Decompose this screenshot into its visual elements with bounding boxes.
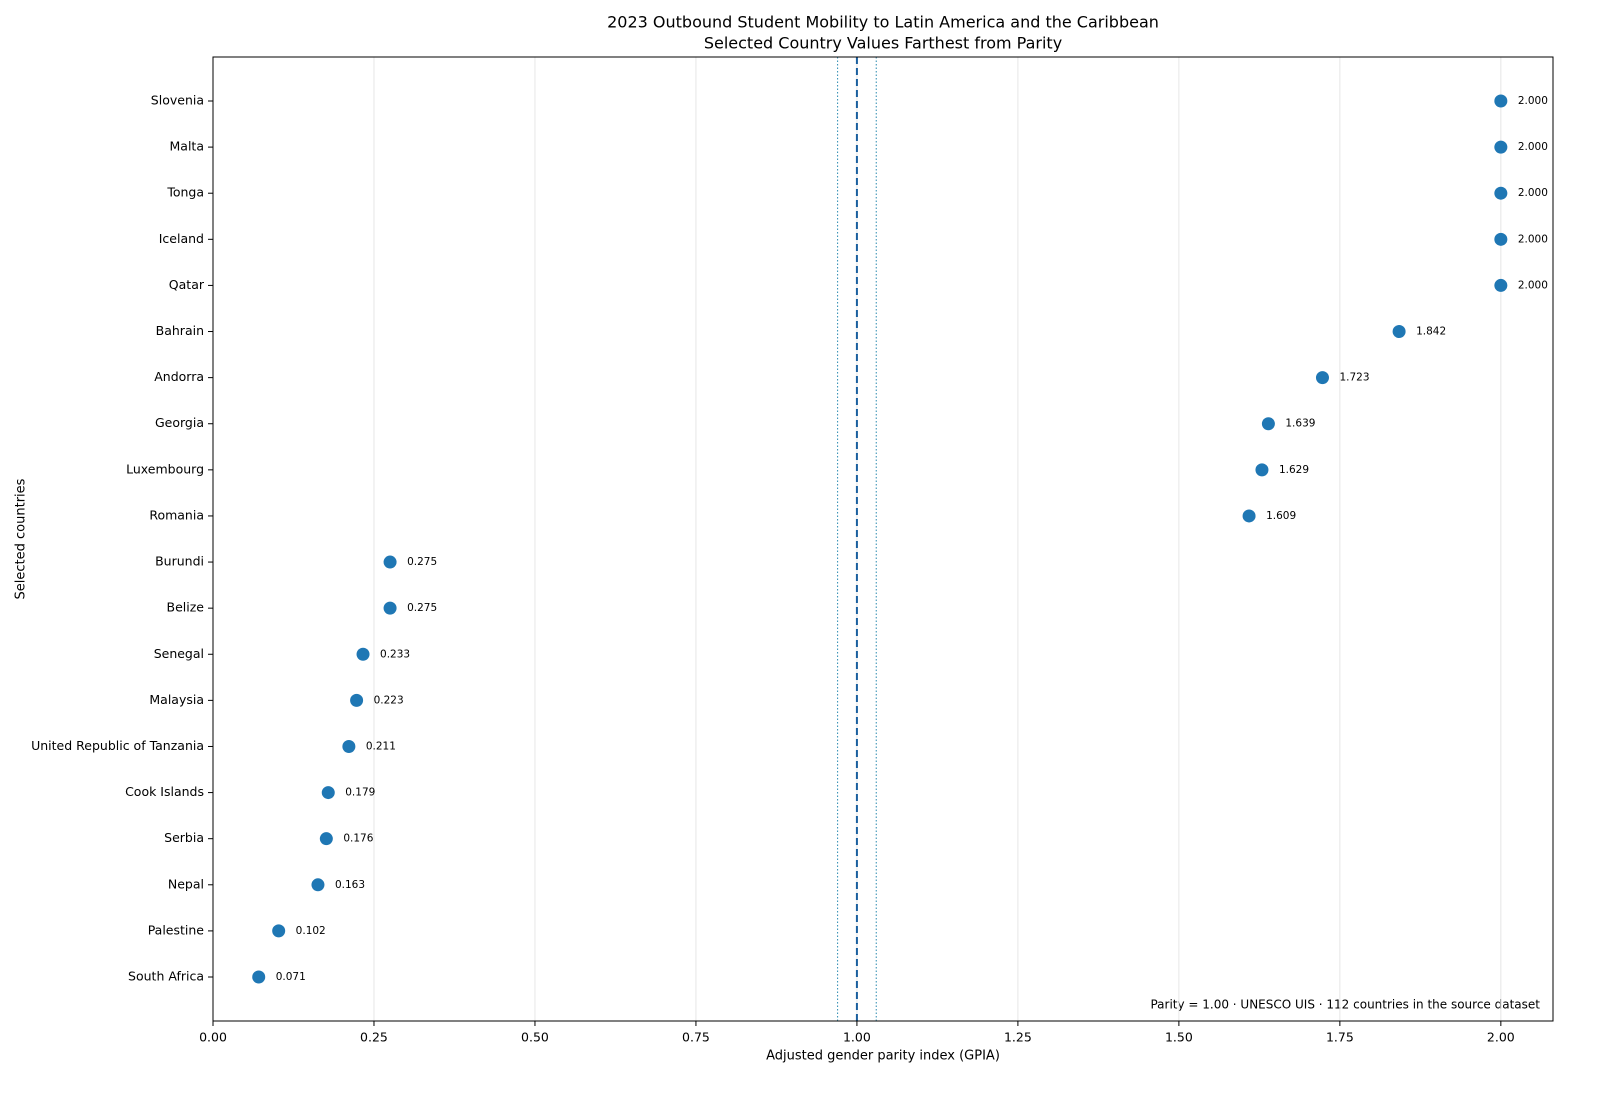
value-label: 2.000 <box>1518 95 1548 107</box>
value-label: 0.233 <box>380 648 410 660</box>
y-tick-label: United Republic of Tanzania <box>31 738 204 753</box>
value-label: 0.102 <box>296 925 326 937</box>
dot <box>252 970 266 984</box>
dot <box>1255 463 1269 477</box>
value-label: 2.000 <box>1518 187 1548 199</box>
value-label: 0.179 <box>345 787 375 799</box>
value-label: 0.163 <box>335 879 365 891</box>
value-label: 0.071 <box>276 971 306 983</box>
dot <box>1392 325 1406 339</box>
y-tick-label: Tonga <box>166 185 204 200</box>
y-axis-label: Selected countries <box>14 478 29 599</box>
value-label: 0.275 <box>407 602 437 614</box>
y-tick-label: Cook Islands <box>125 784 204 799</box>
y-tick-label: Malaysia <box>149 692 204 707</box>
value-label: 2.000 <box>1518 141 1548 153</box>
x-tick-label: 1.75 <box>1326 1030 1354 1045</box>
annotation: Parity = 1.00 · UNESCO UIS · 112 countri… <box>1150 998 1540 1012</box>
y-tick-label: Burundi <box>155 554 204 569</box>
dot <box>383 601 397 615</box>
dot <box>1494 186 1508 200</box>
dot <box>1315 371 1329 385</box>
chart-title: 2023 Outbound Student Mobility to Latin … <box>607 13 1159 32</box>
value-label: 2.000 <box>1518 233 1548 245</box>
x-tick-label: 2.00 <box>1487 1030 1515 1045</box>
y-tick-label: Luxembourg <box>126 461 204 476</box>
y-tick-label: Romania <box>149 507 204 522</box>
dot <box>342 739 356 753</box>
x-tick-label: 0.75 <box>682 1030 710 1045</box>
y-tick-label: Malta <box>170 139 204 154</box>
value-label: 1.609 <box>1266 510 1296 522</box>
dot <box>383 555 397 569</box>
dot <box>319 832 333 846</box>
dot <box>1494 278 1508 292</box>
value-label: 2.000 <box>1518 279 1548 291</box>
dot <box>1494 94 1508 108</box>
y-tick-label: Serbia <box>164 830 204 845</box>
dot <box>272 924 286 938</box>
y-tick-label: Georgia <box>155 415 204 430</box>
dot <box>321 786 335 800</box>
value-label: 1.639 <box>1285 418 1315 430</box>
y-tick-label: Slovenia <box>151 93 204 108</box>
y-tick-label: Iceland <box>159 231 204 246</box>
y-tick-label: Qatar <box>169 277 205 292</box>
chart-subtitle: Selected Country Values Farthest from Pa… <box>704 34 1062 53</box>
value-label: 1.842 <box>1416 326 1446 338</box>
dot <box>1494 232 1508 246</box>
y-tick-label: Palestine <box>148 922 205 937</box>
y-tick-label: Andorra <box>154 369 204 384</box>
y-tick-label: Bahrain <box>156 323 204 338</box>
value-label: 0.223 <box>374 694 404 706</box>
x-tick-label: 1.25 <box>1004 1030 1032 1045</box>
value-label: 0.275 <box>407 556 437 568</box>
y-tick-label: Senegal <box>154 646 204 661</box>
plot-frame <box>212 56 1554 1022</box>
dot <box>1261 417 1275 431</box>
x-tick-label: 1.50 <box>1165 1030 1193 1045</box>
dot <box>311 878 325 892</box>
dot <box>350 693 364 707</box>
value-label: 0.211 <box>366 740 396 752</box>
y-tick-label: South Africa <box>128 969 204 984</box>
x-tick-label: 0.25 <box>360 1030 388 1045</box>
x-tick-label: 1.00 <box>843 1030 871 1045</box>
y-tick-label: Belize <box>167 600 205 615</box>
x-axis-label: Adjusted gender parity index (GPIA) <box>766 1049 1000 1064</box>
y-tick-label: Nepal <box>168 876 204 891</box>
dot <box>356 647 370 661</box>
dot <box>1242 509 1256 523</box>
x-tick-label: 0.00 <box>199 1030 227 1045</box>
value-label: 1.629 <box>1279 464 1309 476</box>
dot <box>1494 140 1508 154</box>
value-label: 1.723 <box>1339 372 1369 384</box>
value-label: 0.176 <box>343 833 373 845</box>
x-tick-label: 0.50 <box>521 1030 549 1045</box>
